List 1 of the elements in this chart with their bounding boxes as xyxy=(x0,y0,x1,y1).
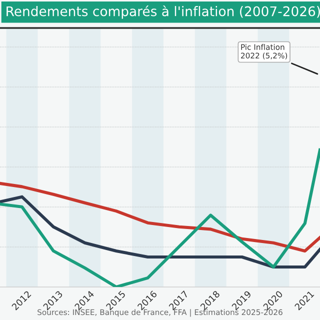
chart-title: Rendements comparés à l'inflation (2007-2026) xyxy=(6,6,320,19)
